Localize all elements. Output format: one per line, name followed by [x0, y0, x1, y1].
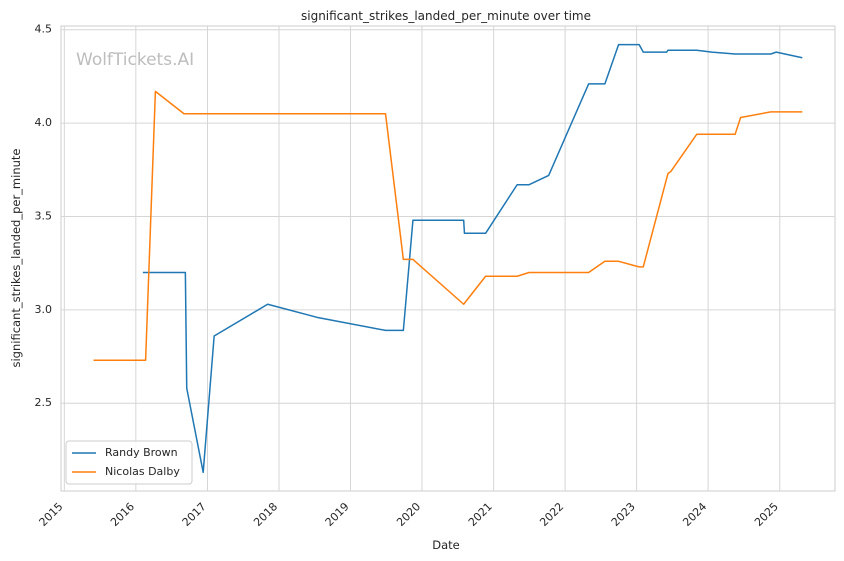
legend-label: Randy Brown: [105, 446, 178, 459]
series-line-randy-brown: [142, 43, 803, 474]
plot-frame: [60, 25, 836, 492]
series-line-nicolas-dalby: [93, 90, 803, 362]
legend-items: Randy Brown Nicolas Dalby: [72, 446, 180, 478]
y-axis-ticks: 2.5 3.0 3.5 4.0 4.5: [35, 23, 53, 409]
y-axis-label: significant_strikes_landed_per_minute: [9, 149, 23, 368]
grid-lines: [61, 26, 835, 491]
legend-label: Nicolas Dalby: [105, 465, 180, 478]
x-axis-label: Date: [432, 538, 460, 552]
legend-box: [65, 440, 193, 485]
watermark-text: WolfTickets.AI: [76, 50, 194, 70]
chart-title: significant_strikes_landed_per_minute ov…: [301, 9, 591, 23]
plot-area: [60, 25, 836, 492]
y-tick-label: 4.0: [35, 116, 53, 129]
series-lines: [93, 43, 803, 474]
y-tick-label: 4.5: [35, 23, 53, 36]
legend: Randy Brown Nicolas Dalby: [65, 440, 193, 485]
y-tick-label: 3.0: [35, 303, 53, 316]
y-tick-label: 3.5: [35, 209, 53, 222]
y-tick-label: 2.5: [35, 396, 53, 409]
